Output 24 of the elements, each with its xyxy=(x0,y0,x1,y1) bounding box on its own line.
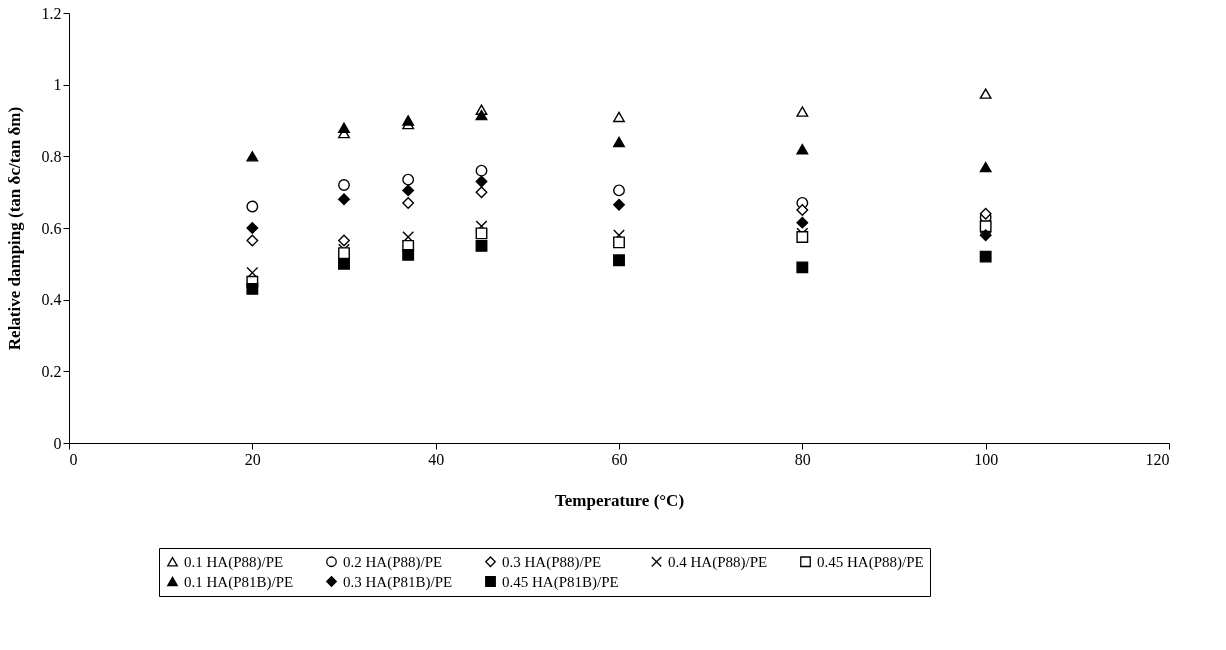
legend-label: 0.3 HA(P88)/PE xyxy=(502,553,602,571)
y-tick-label: 0.2 xyxy=(41,362,62,380)
x-tick-label: 80 xyxy=(794,450,811,468)
x-tick-label: 120 xyxy=(1145,450,1170,468)
x-tick-label: 20 xyxy=(244,450,261,468)
x-tick-label: 60 xyxy=(611,450,628,468)
legend-label: 0.4 HA(P88)/PE xyxy=(668,553,768,571)
x-tick-label: 40 xyxy=(428,450,445,468)
y-tick-label: 1 xyxy=(53,76,62,94)
x-axis-title: Temperature (°C) xyxy=(554,490,685,510)
legend-label: 0.3 HA(P81B)/PE xyxy=(343,573,453,591)
y-tick-label: 0.6 xyxy=(41,219,62,237)
legend-label: 0.1 HA(P81B)/PE xyxy=(184,573,294,591)
y-tick-label: 0.8 xyxy=(41,147,62,165)
y-tick-label: 0.4 xyxy=(41,291,62,309)
y-tick-label: 1.2 xyxy=(41,4,62,22)
y-axis-title: Relative damping (tan δc/tan δm) xyxy=(4,106,24,351)
legend-label: 0.45 HA(P88)/PE xyxy=(817,553,924,571)
legend-label: 0.1 HA(P88)/PE xyxy=(184,553,284,571)
x-tick-label: 0 xyxy=(69,450,78,468)
x-tick-label: 100 xyxy=(974,450,999,468)
legend-label: 0.45 HA(P81B)/PE xyxy=(502,573,619,591)
y-tick-label: 0 xyxy=(53,434,62,452)
legend-label: 0.2 HA(P88)/PE xyxy=(343,553,443,571)
